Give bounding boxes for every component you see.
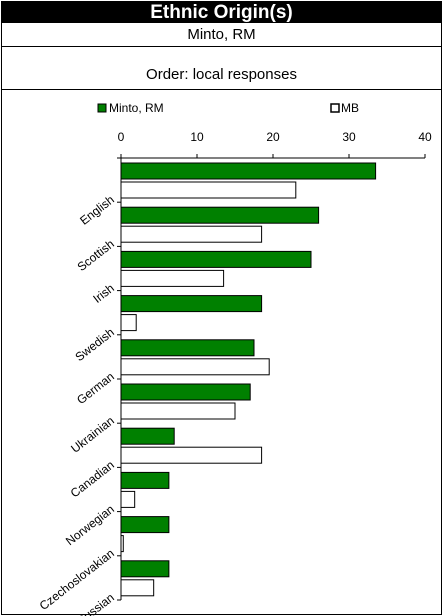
category-label: English bbox=[77, 193, 117, 228]
x-tick-label: 10 bbox=[190, 130, 204, 144]
legend-label-minto: Minto, RM bbox=[109, 101, 164, 115]
bar-mb bbox=[120, 535, 124, 553]
header-divider bbox=[2, 89, 441, 90]
legend-swatch-minto bbox=[97, 103, 107, 113]
x-tick-label: 20 bbox=[266, 130, 280, 144]
x-tick-label: 30 bbox=[342, 130, 356, 144]
chart-order-note: Order: local responses bbox=[146, 66, 297, 83]
bar-mb bbox=[120, 446, 263, 464]
category-label: Canadian bbox=[68, 458, 117, 501]
bar-mb bbox=[120, 269, 225, 287]
bar-minto bbox=[120, 383, 251, 401]
legend-label-mb: MB bbox=[341, 101, 359, 115]
x-tick-label: 40 bbox=[418, 130, 432, 144]
bar-minto bbox=[120, 206, 320, 224]
bar-mb bbox=[120, 225, 263, 243]
chart-subtitle: Minto, RM bbox=[2, 24, 441, 47]
category-label: German bbox=[74, 369, 117, 407]
bar-minto bbox=[120, 295, 263, 313]
category-label: Norwegian bbox=[63, 502, 117, 548]
bar-minto bbox=[120, 516, 170, 534]
category-label: Scottish bbox=[75, 237, 117, 274]
chart-title: Ethnic Origin(s) bbox=[2, 2, 441, 23]
bar-minto bbox=[120, 560, 170, 578]
bar-minto bbox=[120, 339, 255, 357]
bar-mb bbox=[120, 358, 270, 376]
category-label: Ukrainian bbox=[68, 414, 117, 456]
bar-mb bbox=[120, 579, 155, 597]
category-label: Swedish bbox=[72, 325, 116, 364]
x-tick-label: 0 bbox=[118, 130, 125, 144]
bar-minto bbox=[120, 162, 377, 180]
bar-mb bbox=[120, 490, 136, 508]
bar-minto bbox=[120, 427, 175, 445]
bar-mb bbox=[120, 314, 137, 332]
category-label: Irish bbox=[90, 281, 116, 306]
bar-mb bbox=[120, 402, 236, 420]
category-label: Russian bbox=[74, 590, 117, 616]
bar-minto bbox=[120, 471, 170, 489]
legend-swatch-mb bbox=[330, 103, 340, 113]
bar-minto bbox=[120, 250, 312, 268]
bar-mb bbox=[120, 181, 297, 199]
